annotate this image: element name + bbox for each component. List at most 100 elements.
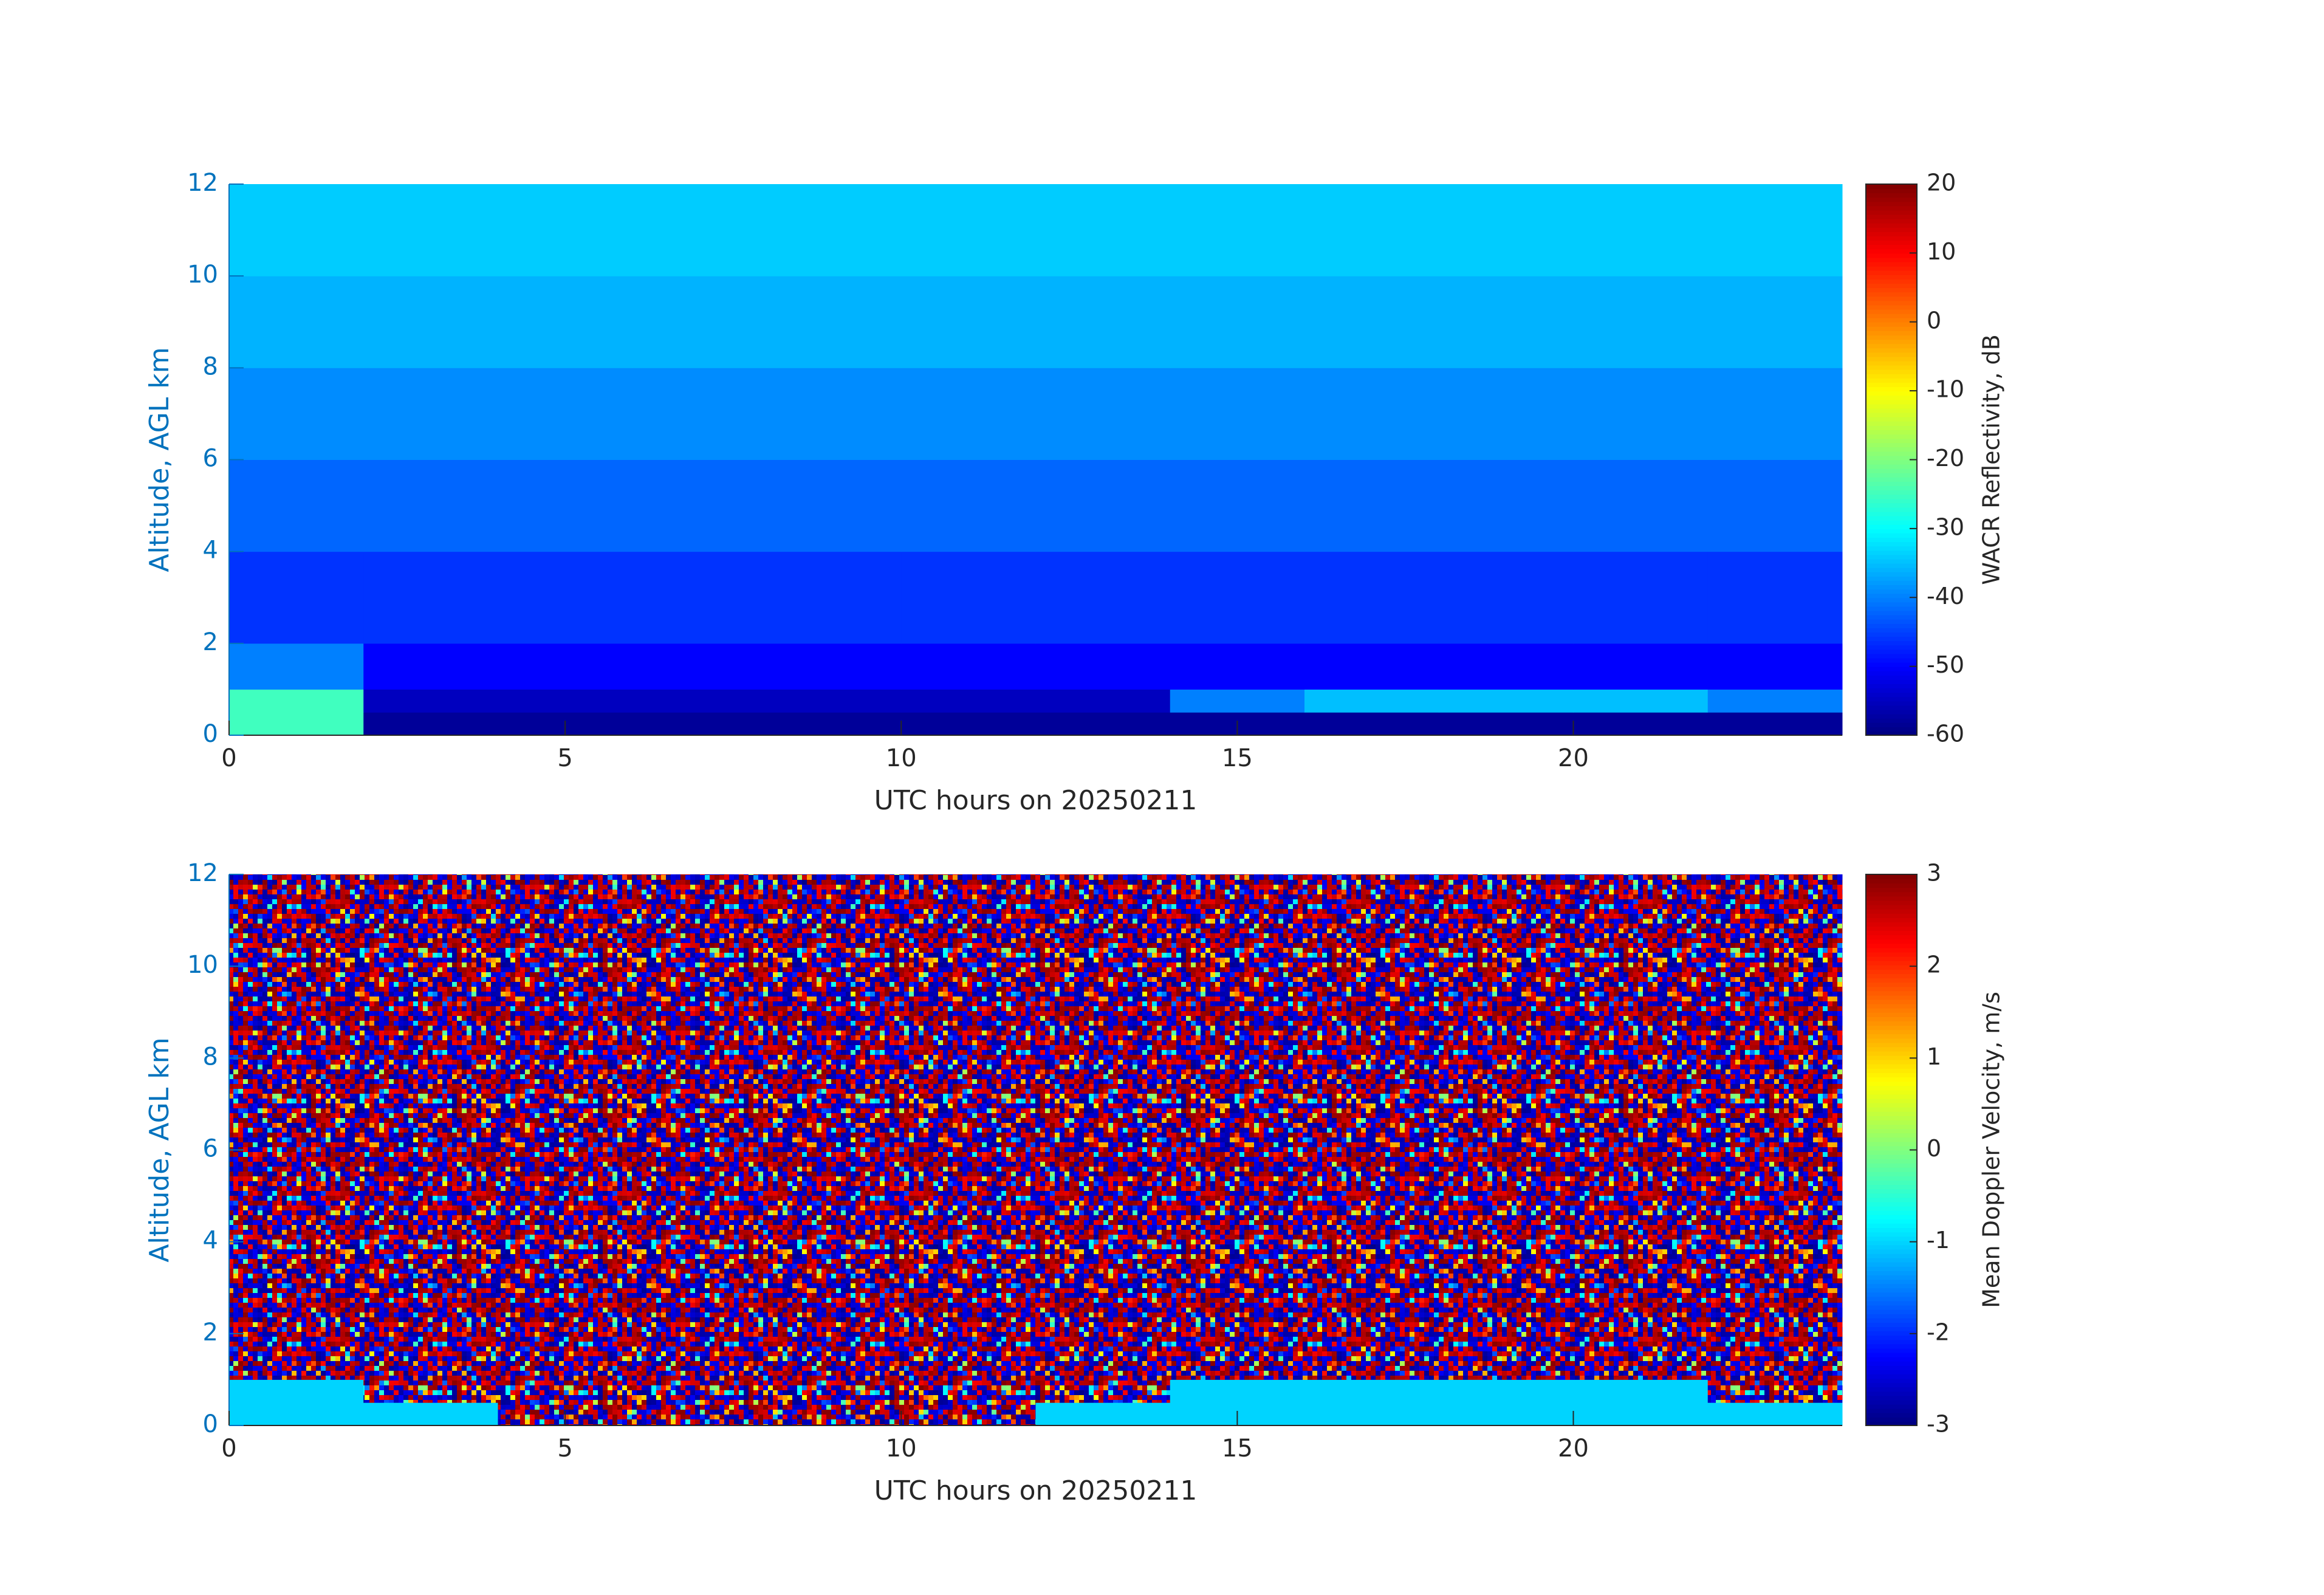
colorbar-swatch	[1866, 300, 1917, 306]
colorbar-swatch	[1866, 964, 1917, 970]
colorbar-swatch	[1866, 1408, 1917, 1413]
colorbar-swatch	[1866, 1206, 1917, 1211]
colorbar-swatch	[1866, 978, 1917, 983]
heatmap-cell	[1439, 874, 1574, 967]
heatmap-cell	[498, 1241, 633, 1334]
heatmap-cell	[363, 712, 498, 736]
x-tick-label: 10	[886, 1435, 917, 1463]
colorbar-swatch	[1866, 874, 1917, 880]
x-tick-label: 10	[886, 744, 917, 772]
colorbar-swatch	[1866, 515, 1917, 521]
y-tick-label: 4	[203, 1227, 218, 1255]
heatmap-cell	[1707, 1150, 1843, 1243]
colorbar-swatch	[1866, 377, 1917, 383]
heatmap-cell	[1170, 276, 1305, 368]
colorbar-swatch	[1866, 1180, 1917, 1185]
colorbar-swatch	[1866, 1236, 1917, 1241]
heatmap-cell	[1573, 276, 1709, 368]
heatmap-cell	[632, 551, 767, 644]
colorbar-tick-label: 2	[1927, 952, 1941, 978]
colorbar-swatch	[1866, 1223, 1917, 1229]
heatmap-cell	[1035, 1241, 1171, 1334]
heatmap-cell	[767, 1333, 902, 1380]
heatmap-cell	[767, 459, 902, 552]
colorbar-swatch	[1866, 1257, 1917, 1263]
heatmap-cell	[767, 276, 902, 368]
colorbar-tick-label: -10	[1927, 376, 1964, 403]
heatmap-cell	[1035, 1058, 1171, 1150]
heatmap-cell	[1035, 1379, 1171, 1403]
heatmap-cell	[1573, 874, 1709, 967]
heatmap-cell	[1439, 459, 1574, 552]
colorbar-tick-label: 20	[1927, 170, 1956, 196]
heatmap-cell	[1707, 966, 1843, 1058]
colorbar-swatch	[1866, 584, 1917, 590]
heatmap-cell	[363, 643, 498, 690]
colorbar-swatch	[1866, 879, 1917, 884]
colorbar-swatch	[1866, 231, 1917, 237]
colorbar-tick-label: -1	[1927, 1227, 1950, 1254]
colorbar-swatch	[1866, 939, 1917, 944]
heatmap-cell	[1304, 368, 1439, 460]
colorbar-swatch	[1866, 391, 1917, 396]
colorbar-swatch	[1866, 386, 1917, 392]
heatmap-cell	[498, 874, 633, 967]
colorbar-swatch	[1866, 1042, 1917, 1048]
colorbar-swatch	[1866, 1068, 1917, 1073]
heatmap-cell	[229, 712, 364, 736]
heatmap-cell	[1170, 643, 1305, 690]
y-tick-label: 0	[203, 720, 218, 748]
colorbar-swatch	[1866, 614, 1917, 620]
colorbar-swatch	[1866, 313, 1917, 318]
colorbar-swatch	[1866, 184, 1917, 190]
heatmap-cell	[229, 1333, 364, 1380]
heatmap-cell	[1439, 551, 1574, 644]
heatmap-cell	[901, 551, 1036, 644]
colorbar-swatch	[1866, 1214, 1917, 1219]
colorbar-swatch	[1866, 507, 1917, 512]
heatmap-cell	[1035, 689, 1171, 713]
heatmap-cell	[363, 276, 498, 368]
colorbar-swatch	[1866, 425, 1917, 430]
colorbar-swatch	[1866, 1111, 1917, 1116]
heatmap-cell	[498, 551, 633, 644]
colorbar-swatch	[1866, 631, 1917, 637]
colorbar-swatch	[1866, 610, 1917, 616]
colorbar-swatch	[1866, 1055, 1917, 1060]
colorbar-swatch	[1866, 1046, 1917, 1052]
heatmap-cell	[229, 874, 364, 967]
colorbar-swatch	[1866, 464, 1917, 469]
heatmap-cell	[1573, 1379, 1709, 1403]
heatmap-cell	[1304, 966, 1439, 1058]
colorbar-swatch	[1866, 722, 1917, 727]
colorbar-swatch	[1866, 360, 1917, 366]
colorbar-swatch	[1866, 1210, 1917, 1215]
heatmap-cell	[1304, 689, 1439, 713]
colorbar-swatch	[1866, 1184, 1917, 1190]
heatmap-cell	[229, 184, 364, 276]
heatmap-cell	[1035, 1333, 1171, 1380]
heatmap-cell	[363, 689, 498, 713]
colorbar-swatch	[1866, 1283, 1917, 1289]
heatmap-cell	[1304, 1402, 1439, 1426]
colorbar-label: WACR Reflectivity, dB	[1978, 334, 2005, 585]
colorbar-swatch	[1866, 1016, 1917, 1021]
heatmap-cell	[1707, 689, 1843, 713]
heatmap-cell	[1707, 712, 1843, 736]
heatmap-cell	[1170, 689, 1305, 713]
heatmap-cell	[1035, 551, 1171, 644]
heatmap-cell	[1439, 1333, 1574, 1380]
colorbar-swatch	[1866, 1395, 1917, 1401]
heatmap-cell	[498, 1058, 633, 1150]
colorbar-swatch	[1866, 520, 1917, 525]
heatmap-cell	[632, 712, 767, 736]
colorbar-swatch	[1866, 904, 1917, 910]
colorbar-swatch	[1866, 236, 1917, 241]
colorbar-swatch	[1866, 917, 1917, 922]
colorbar-swatch	[1866, 201, 1917, 207]
heatmap-cell	[767, 1241, 902, 1334]
colorbar-swatch	[1866, 662, 1917, 667]
y-tick-label: 2	[203, 1319, 218, 1346]
colorbar-swatch	[1866, 1331, 1917, 1336]
colorbar-swatch	[1866, 403, 1917, 409]
